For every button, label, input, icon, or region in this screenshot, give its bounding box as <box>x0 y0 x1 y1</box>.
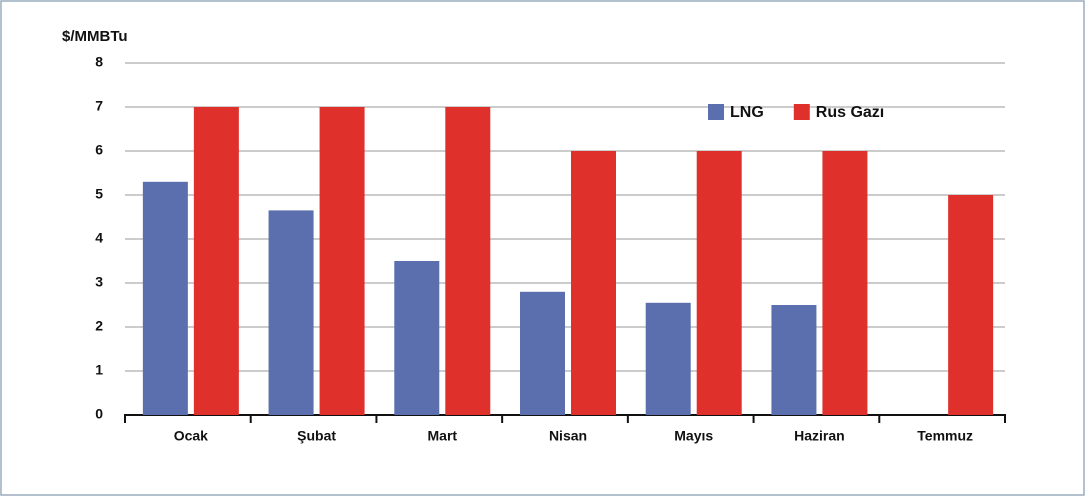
x-tick-label: Şubat <box>297 428 336 444</box>
bar <box>445 107 491 415</box>
bar <box>319 107 365 415</box>
bar <box>645 302 691 415</box>
y-tick-label: 1 <box>95 362 103 378</box>
x-tick-label: Mayıs <box>674 428 713 444</box>
legend-label: Rus Gazı <box>816 104 884 121</box>
bar <box>948 195 994 415</box>
bar <box>771 305 817 415</box>
x-tick-label: Nisan <box>549 428 587 444</box>
y-tick-label: 2 <box>95 318 103 334</box>
legend-swatch <box>708 104 724 120</box>
y-tick-label: 0 <box>95 406 103 422</box>
legend-swatch <box>793 104 810 120</box>
y-tick-label: 8 <box>95 54 103 70</box>
y-tick-label: 4 <box>95 230 103 246</box>
x-tick-label: Mart <box>428 428 458 444</box>
bar <box>520 291 565 415</box>
bar <box>822 151 868 415</box>
y-tick-label: 5 <box>95 186 103 202</box>
bar <box>696 151 742 415</box>
x-tick-label: Haziran <box>794 428 845 444</box>
y-tick-label: 7 <box>95 98 103 114</box>
bar <box>193 107 239 415</box>
bar <box>268 210 314 415</box>
y-tick-label: 6 <box>95 142 103 158</box>
bar <box>571 151 616 415</box>
x-tick-label: Ocak <box>174 428 208 444</box>
x-tick-label: Temmuz <box>917 428 973 444</box>
legend-label: LNG <box>730 104 764 121</box>
y-axis-label: $/MMBTu <box>62 28 128 45</box>
y-tick-label: 3 <box>95 274 103 290</box>
bar <box>394 261 440 415</box>
bar <box>142 181 188 415</box>
